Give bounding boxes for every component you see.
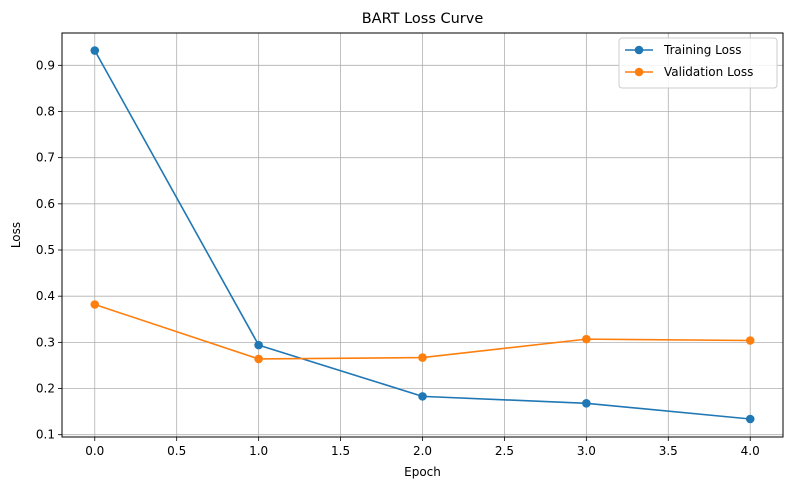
legend-swatch-marker (634, 45, 644, 55)
legend-item-validation-loss: Validation Loss (625, 65, 753, 79)
y-tick-label: 0.9 (36, 58, 55, 72)
data-point-training-loss (90, 46, 100, 55)
x-tick-label: 1.0 (249, 444, 268, 458)
series-training-loss (90, 46, 755, 424)
legend: Training Loss Validation Loss (618, 37, 778, 89)
legend-label: Validation Loss (664, 65, 753, 79)
data-point-validation-loss (254, 354, 263, 364)
data-point-training-loss (418, 392, 427, 401)
y-tick-label: 0.6 (36, 197, 55, 211)
y-axis-label: Loss (9, 222, 23, 248)
axis-ticks: 0.0 0.5 1.0 1.5 2.0 2.5 3.0 3.5 4.0 0.1 0.2 0.3 0.4 0… (36, 58, 760, 458)
y-tick-label: 0.8 (36, 104, 55, 118)
y-tick-label: 0.4 (36, 289, 55, 303)
legend-item-training-loss: Training Loss (625, 43, 741, 57)
y-tick-label: 0.3 (36, 335, 55, 349)
data-point-validation-loss (90, 300, 100, 309)
data-point-validation-loss (582, 334, 591, 344)
data-point-validation-loss (745, 336, 755, 345)
data-point-training-loss (254, 340, 263, 350)
data-point-training-loss (582, 398, 591, 408)
x-axis-label: Epoch (404, 465, 441, 479)
x-tick-label: 4.0 (741, 444, 760, 458)
x-tick-label: 2.5 (495, 444, 514, 458)
legend-box (618, 37, 778, 89)
series-validation-loss (90, 300, 755, 364)
data-point-validation-loss (418, 353, 427, 362)
series-layer (90, 46, 755, 424)
x-tick-label: 1.5 (331, 444, 350, 458)
y-tick-label: 0.1 (36, 428, 55, 442)
grid (62, 33, 783, 437)
data-point-training-loss (745, 414, 755, 424)
legend-label: Training Loss (663, 43, 741, 57)
legend-swatch-marker (634, 67, 644, 77)
x-tick-label: 3.5 (659, 444, 678, 458)
x-tick-label: 3.0 (577, 444, 596, 458)
x-tick-label: 0.5 (167, 444, 186, 458)
y-tick-label: 0.7 (36, 151, 55, 165)
y-tick-label: 0.2 (36, 382, 55, 396)
x-tick-label: 2.0 (413, 444, 432, 458)
y-tick-label: 0.5 (36, 243, 55, 257)
chart-title: BART Loss Curve (362, 11, 484, 27)
x-tick-label: 0.0 (85, 444, 104, 458)
